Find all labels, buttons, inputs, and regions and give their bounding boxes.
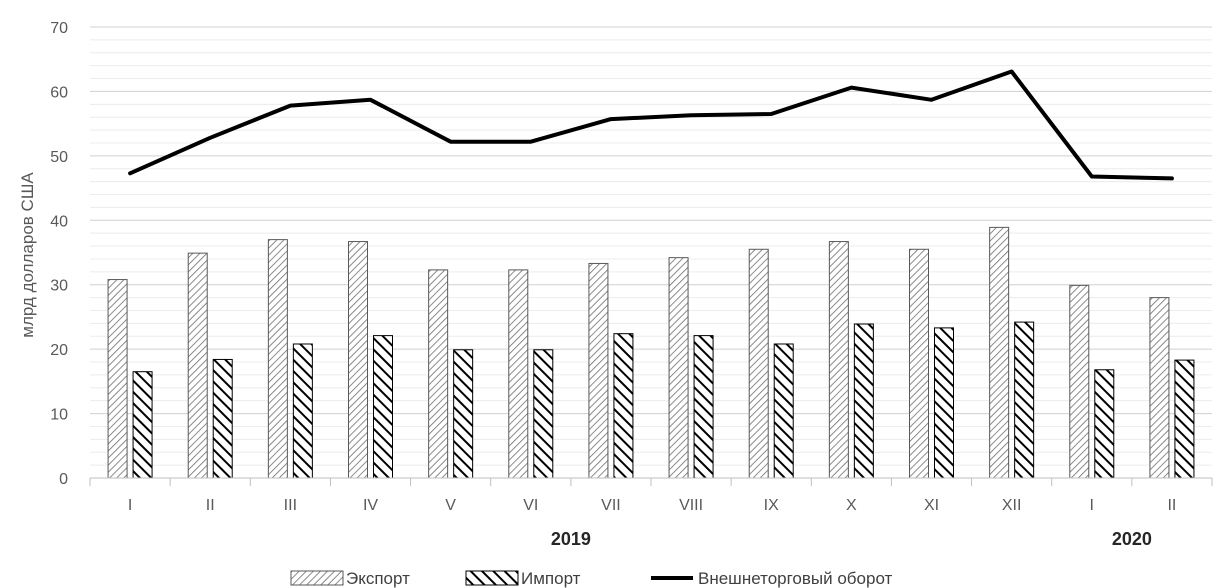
bar-export [348, 241, 368, 479]
x-axis-ticks: I II III IV V VI VII VIII IX X XI XII I II [89, 478, 1213, 514]
x-tick-label: V [445, 497, 456, 514]
bar-export [748, 248, 769, 479]
bar-export [1069, 284, 1090, 479]
bar-export [428, 269, 449, 479]
bar-import [292, 343, 313, 479]
bar-export [187, 252, 208, 479]
bar-import [773, 343, 794, 479]
x-tick-label: III [284, 497, 297, 514]
y-tick-label: 0 [59, 471, 68, 488]
x-tick-label: VIII [679, 497, 703, 514]
legend-swatch-export [290, 570, 344, 586]
y-tick-label: 60 [50, 84, 68, 101]
x-tick-label: XI [924, 497, 939, 514]
legend-label-export: Экспорт [346, 569, 410, 588]
x-tick-label: I [128, 497, 132, 514]
year-label: 2020 [1112, 529, 1152, 549]
legend: Экспорт Импорт Внешнеторговый оборот [290, 569, 893, 588]
bar-export [267, 239, 288, 479]
bar-import [373, 335, 393, 479]
y-tick-label: 70 [50, 20, 68, 37]
bar-import [1174, 359, 1195, 479]
bar-import [453, 349, 474, 479]
x-tick-label: II [1167, 497, 1176, 514]
bar-import [1014, 321, 1035, 479]
y-axis-ticks: 0 10 20 30 40 50 60 70 [50, 20, 68, 488]
bar-import [1094, 369, 1115, 479]
bar-export [989, 226, 1010, 479]
bar-import [934, 327, 954, 479]
year-labels: 2019 2020 [551, 529, 1152, 549]
bar-export [107, 279, 128, 479]
y-tick-label: 50 [50, 149, 68, 166]
bar-export [668, 257, 689, 479]
bar-import [613, 333, 634, 479]
bar-import [132, 371, 153, 479]
bar-import [212, 358, 233, 479]
y-tick-label: 10 [50, 407, 68, 424]
bar-export [1149, 297, 1170, 479]
legend-swatch-import [465, 570, 519, 586]
bars [107, 226, 1195, 479]
gridlines [90, 26, 1212, 466]
x-tick-label: X [846, 497, 857, 514]
legend-label-import: Импорт [521, 569, 581, 588]
y-tick-label: 40 [50, 213, 68, 230]
x-tick-label: IV [363, 497, 378, 514]
x-tick-label: VII [601, 497, 621, 514]
x-tick-label: II [206, 497, 215, 514]
bar-import [533, 349, 554, 479]
bar-export [909, 248, 929, 479]
year-label: 2019 [551, 529, 591, 549]
y-tick-label: 20 [50, 342, 68, 359]
x-tick-label: XII [1002, 497, 1022, 514]
legend-label-turnover: Внешнеторговый оборот [698, 569, 893, 588]
x-tick-label: I [1090, 497, 1094, 514]
x-tick-label: IX [764, 497, 779, 514]
y-tick-label: 30 [50, 278, 68, 295]
series-line-turnover [128, 69, 1174, 181]
y-axis-label: млрд долларов США [18, 172, 37, 338]
bar-export [508, 269, 529, 479]
bar-export [588, 262, 609, 479]
bar-import [853, 323, 874, 479]
bar-import [693, 335, 714, 479]
x-tick-label: VI [523, 497, 538, 514]
bar-export [828, 241, 849, 479]
